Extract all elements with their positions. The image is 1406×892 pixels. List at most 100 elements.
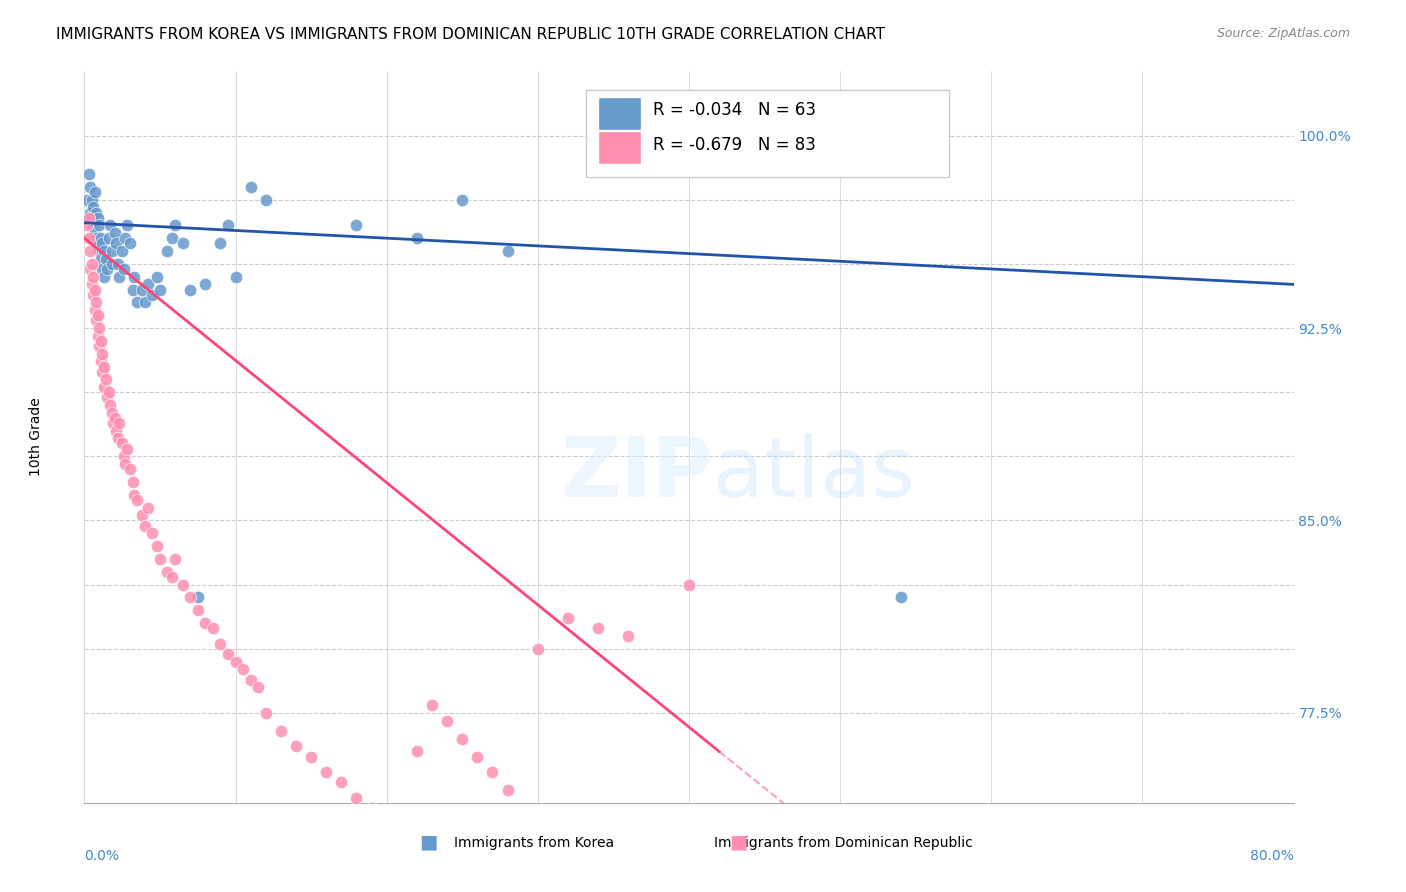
Point (100, 406, 122, 420)
Point (93, 269, 115, 284)
Point (104, 226, 127, 240)
Point (391, 827, 413, 841)
Text: Immigrants from Korea: Immigrants from Korea (454, 836, 614, 850)
Point (254, 706, 277, 720)
Point (146, 269, 169, 284)
Point (467, 749, 489, 764)
Point (104, 410, 127, 425)
Point (406, 231, 429, 245)
Point (315, 764, 337, 779)
Point (100, 257, 122, 271)
Point (112, 262, 135, 277)
FancyBboxPatch shape (599, 131, 641, 164)
Point (209, 236, 232, 251)
Point (86, 231, 108, 245)
Point (436, 714, 458, 728)
Point (420, 698, 443, 713)
Point (496, 783, 519, 797)
FancyBboxPatch shape (599, 97, 641, 130)
Point (122, 269, 145, 284)
Point (77, 231, 100, 245)
Point (118, 236, 141, 251)
Point (82, 269, 104, 284)
Point (127, 295, 149, 310)
Point (80, 193, 103, 207)
Point (375, 816, 398, 830)
Point (105, 236, 128, 251)
Point (187, 603, 209, 617)
Point (232, 662, 254, 676)
Point (247, 681, 270, 695)
Point (86, 205, 108, 219)
Text: Source: ZipAtlas.com: Source: ZipAtlas.com (1216, 27, 1350, 40)
Point (79, 179, 101, 194)
Point (146, 539, 169, 553)
Point (97, 231, 120, 245)
Text: 80.0%: 80.0% (1250, 849, 1294, 863)
Point (87, 211, 110, 225)
Text: 10th Grade: 10th Grade (30, 398, 44, 476)
Point (114, 231, 136, 245)
Point (90, 252, 112, 266)
Point (77, 211, 100, 225)
Point (165, 552, 187, 566)
Point (87, 236, 110, 251)
Text: R = -0.679   N = 83: R = -0.679 N = 83 (652, 136, 815, 153)
Point (165, 219, 187, 233)
Point (91, 346, 114, 360)
Point (84, 185, 107, 199)
Point (80, 277, 103, 292)
Point (80, 257, 103, 271)
Point (451, 193, 474, 207)
Point (481, 764, 503, 779)
Point (93, 380, 115, 394)
FancyBboxPatch shape (586, 90, 949, 178)
Point (105, 424, 128, 438)
Point (217, 647, 239, 661)
Point (93, 359, 115, 374)
Point (90, 334, 112, 348)
Point (80, 211, 103, 225)
Point (451, 731, 474, 746)
Point (346, 219, 368, 233)
Point (160, 570, 183, 584)
Point (79, 244, 101, 258)
Point (107, 257, 129, 271)
Point (239, 673, 262, 687)
Point (122, 488, 145, 502)
Point (285, 739, 308, 754)
Point (94, 372, 117, 386)
Point (107, 431, 129, 445)
Point (588, 621, 610, 635)
Point (97, 385, 120, 400)
Point (225, 655, 247, 669)
Point (82, 219, 104, 233)
Point (89, 321, 111, 335)
Point (86, 295, 108, 310)
Point (89, 219, 111, 233)
Point (118, 462, 141, 476)
Point (87, 328, 110, 343)
Point (179, 283, 201, 297)
Point (209, 637, 232, 651)
Point (131, 283, 153, 297)
Point (239, 179, 262, 194)
Point (84, 303, 107, 318)
Point (187, 591, 209, 605)
Point (678, 577, 700, 591)
Point (617, 629, 640, 643)
Point (527, 641, 550, 656)
Point (149, 283, 172, 297)
Point (149, 552, 172, 566)
Text: atlas: atlas (713, 434, 915, 514)
Point (890, 591, 912, 605)
Point (112, 450, 135, 464)
Point (217, 219, 239, 233)
Point (194, 616, 217, 631)
Point (270, 723, 292, 738)
Point (360, 801, 382, 815)
Point (91, 236, 114, 251)
Point (96, 390, 118, 404)
Point (136, 500, 159, 515)
Point (93, 244, 115, 258)
